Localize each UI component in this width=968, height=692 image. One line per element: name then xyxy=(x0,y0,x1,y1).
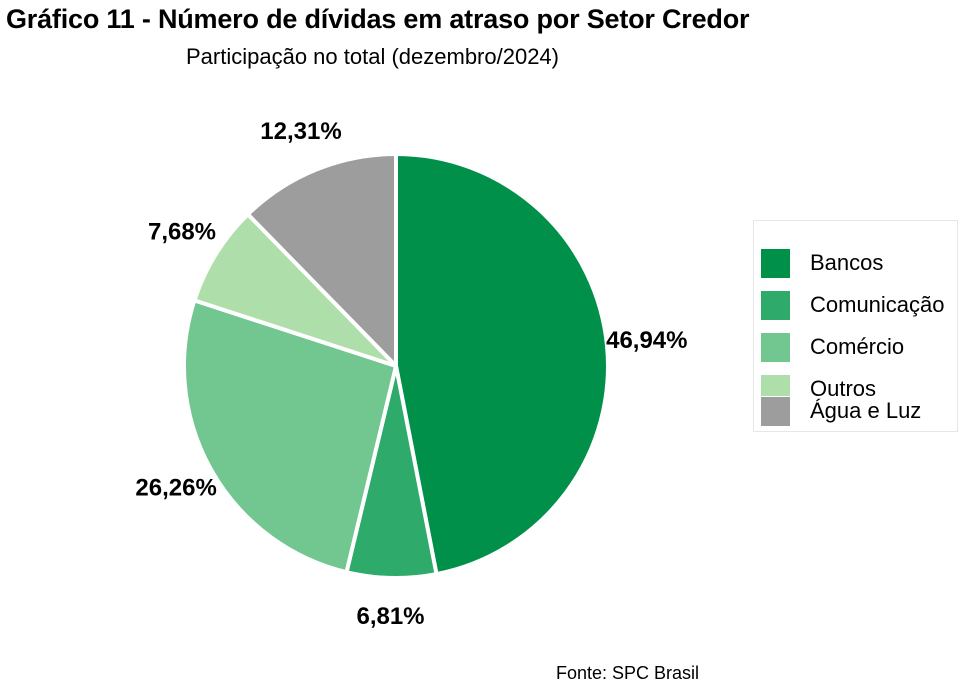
pie-slice-bancos xyxy=(394,152,610,577)
chart-subtitle: Participação no total (dezembro/2024) xyxy=(186,44,559,69)
pie-label-agua-e-luz: 12,31% xyxy=(260,118,341,145)
pie-label-outros: 7,68% xyxy=(148,218,216,245)
legend-label-outros: Outros xyxy=(810,376,877,401)
pie-label-comunicacao: 6,81% xyxy=(356,603,424,630)
legend-swatch-bancos xyxy=(760,247,791,279)
source-note: Fonte: SPC Brasil xyxy=(556,663,700,683)
legend-swatch-agua-e-luz xyxy=(760,395,791,427)
legend-swatch-comercio xyxy=(760,331,791,363)
legend-item-bancos: Bancos xyxy=(760,245,883,281)
pie-label-bancos: 46,94% xyxy=(606,327,687,354)
chart-title: Gráfico 11 - Número de dívidas em atraso… xyxy=(6,4,750,34)
legend-label-bancos: Bancos xyxy=(810,250,884,275)
pie-slice-comercio xyxy=(182,298,398,575)
legend-item-agua-e-luz: Água e Luz xyxy=(760,393,921,429)
pie-slice-agua-e-luz xyxy=(245,152,398,368)
legend-label-comunicacao: Comunicação xyxy=(810,292,945,317)
legend-swatch-comunicacao xyxy=(760,289,791,321)
legend-item-comercio: Comércio xyxy=(760,329,904,365)
legend-label-comercio: Comércio xyxy=(810,334,905,359)
legend: Bancos Comunicação Comércio Outros Água … xyxy=(753,220,958,432)
pie-label-comercio: 26,26% xyxy=(135,474,216,501)
legend-item-comunicacao: Comunicação xyxy=(760,287,945,323)
legend-label-agua-e-luz: Água e Luz xyxy=(810,398,922,423)
